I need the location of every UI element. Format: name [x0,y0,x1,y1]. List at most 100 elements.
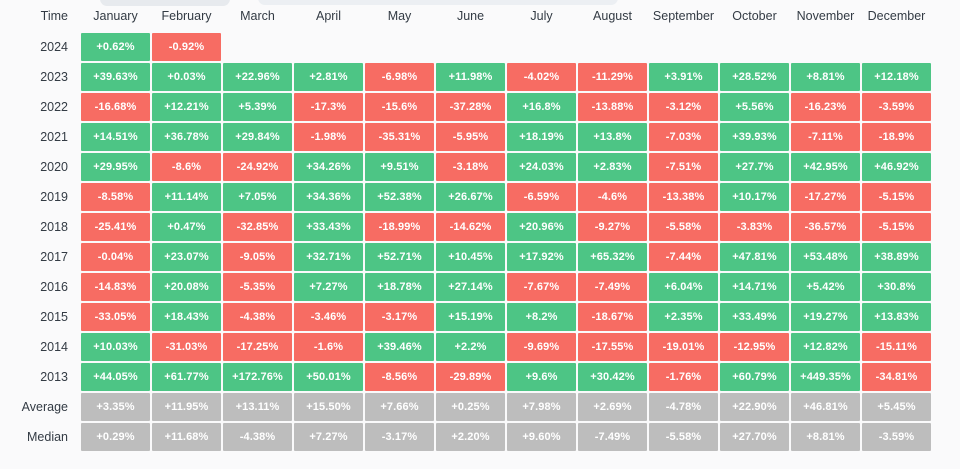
cell-2019-february: +11.14% [152,183,221,211]
cell-2018-august: -9.27% [578,213,647,241]
row-label-median: Median [27,430,68,444]
row-label-2020: 2020 [40,160,68,174]
row-label-2013: 2013 [40,370,68,384]
cell-median-march: -4.38% [223,423,292,451]
cell-2013-january: +44.05% [81,363,150,391]
cell-2014-may: +39.46% [365,333,434,361]
cell-2013-april: +50.01% [294,363,363,391]
col-header-february: February [161,9,212,23]
cell-2013-february: +61.77% [152,363,221,391]
cell-2014-october: -12.95% [720,333,789,361]
row-label-2017: 2017 [40,250,68,264]
cell-2018-march: -32.85% [223,213,292,241]
cell-average-march: +13.11% [223,393,292,421]
cell-2019-july: -6.59% [507,183,576,211]
col-header-may: May [387,9,412,23]
cell-2022-february: +12.21% [152,93,221,121]
cell-2015-june: +15.19% [436,303,505,331]
cell-2020-may: +9.51% [365,153,434,181]
cell-2019-october: +10.17% [720,183,789,211]
cell-2024-april [294,33,363,61]
row-label-2023: 2023 [40,70,68,84]
tab-fragment-right[interactable] [258,0,618,5]
cell-2017-december: +38.89% [862,243,931,271]
col-header-june: June [456,9,485,23]
cell-2021-october: +39.93% [720,123,789,151]
cell-median-april: +7.27% [294,423,363,451]
cell-2021-july: +18.19% [507,123,576,151]
cell-2024-june [436,33,505,61]
cell-average-august: +2.69% [578,393,647,421]
cell-2019-august: -4.6% [578,183,647,211]
cell-2022-december: -3.59% [862,93,931,121]
cell-2021-september: -7.03% [649,123,718,151]
cell-2021-november: -7.11% [791,123,860,151]
cell-2017-june: +10.45% [436,243,505,271]
cell-2017-september: -7.44% [649,243,718,271]
cell-average-april: +15.50% [294,393,363,421]
cell-average-november: +46.81% [791,393,860,421]
cell-2016-april: +7.27% [294,273,363,301]
cell-2014-august: -17.55% [578,333,647,361]
cell-2016-december: +30.8% [862,273,931,301]
cell-2022-october: +5.56% [720,93,789,121]
cell-2017-july: +17.92% [507,243,576,271]
cell-median-august: -7.49% [578,423,647,451]
cell-2022-june: -37.28% [436,93,505,121]
cell-average-september: -4.78% [649,393,718,421]
cell-2021-august: +13.8% [578,123,647,151]
cell-2023-april: +2.81% [294,63,363,91]
cell-2017-april: +32.71% [294,243,363,271]
cell-2023-september: +3.91% [649,63,718,91]
cell-2014-march: -17.25% [223,333,292,361]
cell-2024-october [720,33,789,61]
cell-2023-october: +28.52% [720,63,789,91]
cell-2019-march: +7.05% [223,183,292,211]
cell-2013-october: +60.79% [720,363,789,391]
cell-2019-may: +52.38% [365,183,434,211]
col-header-september: September [652,9,715,23]
cell-2014-july: -9.69% [507,333,576,361]
cell-2018-june: -14.62% [436,213,505,241]
cell-2013-december: -34.81% [862,363,931,391]
cell-2017-may: +52.71% [365,243,434,271]
cell-2013-may: -8.56% [365,363,434,391]
time-column-header: Time [40,9,68,23]
cell-2024-december [862,33,931,61]
cell-2023-january: +39.63% [81,63,150,91]
cell-2014-september: -19.01% [649,333,718,361]
row-label-2019: 2019 [40,190,68,204]
cell-2019-april: +34.36% [294,183,363,211]
cell-2015-may: -3.17% [365,303,434,331]
cell-2014-december: -15.11% [862,333,931,361]
cell-2013-august: +30.42% [578,363,647,391]
cell-2015-february: +18.43% [152,303,221,331]
cell-2016-january: -14.83% [81,273,150,301]
cell-2024-july [507,33,576,61]
cell-2016-november: +5.42% [791,273,860,301]
cell-2022-march: +5.39% [223,93,292,121]
cell-2015-december: +13.83% [862,303,931,331]
cell-2021-may: -35.31% [365,123,434,151]
cell-2018-november: -36.57% [791,213,860,241]
cell-2013-september: -1.76% [649,363,718,391]
cell-median-december: -3.59% [862,423,931,451]
cell-2023-july: -4.02% [507,63,576,91]
tab-fragment-left[interactable] [100,0,230,6]
cell-median-november: +8.81% [791,423,860,451]
cell-2018-september: -5.58% [649,213,718,241]
cell-2020-april: +34.26% [294,153,363,181]
cell-2017-october: +47.81% [720,243,789,271]
cell-2023-august: -11.29% [578,63,647,91]
cell-2015-september: +2.35% [649,303,718,331]
cell-2020-june: -3.18% [436,153,505,181]
cell-median-october: +27.70% [720,423,789,451]
cell-2022-january: -16.68% [81,93,150,121]
cell-2018-december: -5.15% [862,213,931,241]
cell-2020-august: +2.83% [578,153,647,181]
row-label-2018: 2018 [40,220,68,234]
cell-average-may: +7.66% [365,393,434,421]
row-label-2016: 2016 [40,280,68,294]
cell-2022-july: +16.8% [507,93,576,121]
cell-2016-may: +18.78% [365,273,434,301]
